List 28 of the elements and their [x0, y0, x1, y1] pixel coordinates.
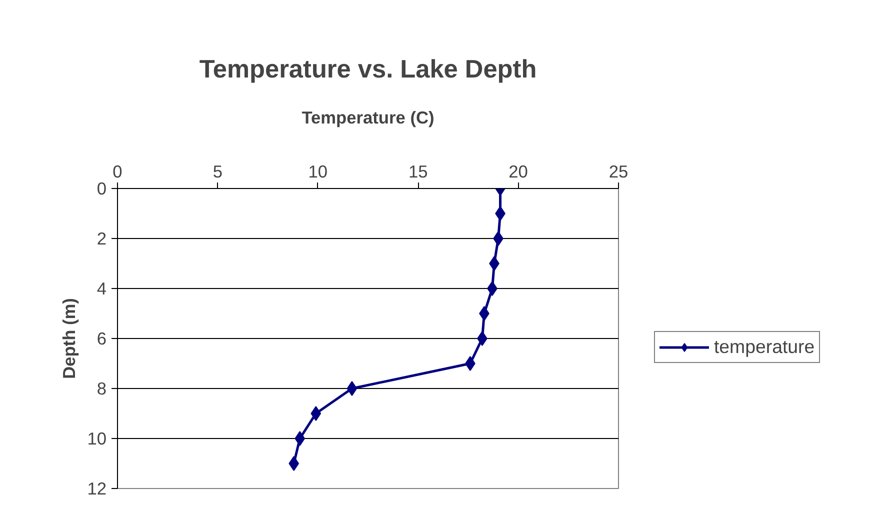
point: [489, 256, 500, 271]
point: [477, 331, 488, 346]
point: [294, 431, 306, 446]
point: [346, 381, 358, 396]
y-tick-label: 2: [96, 228, 107, 248]
y-tick-label: 8: [96, 378, 107, 398]
chart-title: Temperature vs. Lake Depth: [199, 56, 537, 84]
x-tick-label: 20: [508, 162, 528, 182]
point: [487, 281, 498, 296]
y-tick-label: 12: [87, 478, 107, 498]
point: [465, 356, 476, 371]
y-tick-label: 6: [96, 328, 107, 348]
x-tick-label: 5: [212, 162, 223, 182]
legend-label: temperature: [714, 336, 815, 358]
point: [479, 306, 490, 321]
x-tick-label: 10: [308, 162, 328, 182]
x-axis-title: Temperature (C): [302, 108, 434, 128]
x-tick-label: 0: [112, 162, 122, 182]
y-axis-title: Depth (m): [59, 298, 80, 379]
y-tick-label: 10: [87, 428, 107, 448]
x-tick-label: 15: [408, 162, 428, 182]
point: [288, 456, 300, 471]
point: [495, 206, 506, 221]
y-tick-label: 0: [96, 178, 107, 198]
y-tick-label: 4: [96, 278, 107, 298]
point: [310, 406, 322, 421]
x-tick-label: 25: [608, 162, 628, 182]
point: [493, 231, 504, 246]
